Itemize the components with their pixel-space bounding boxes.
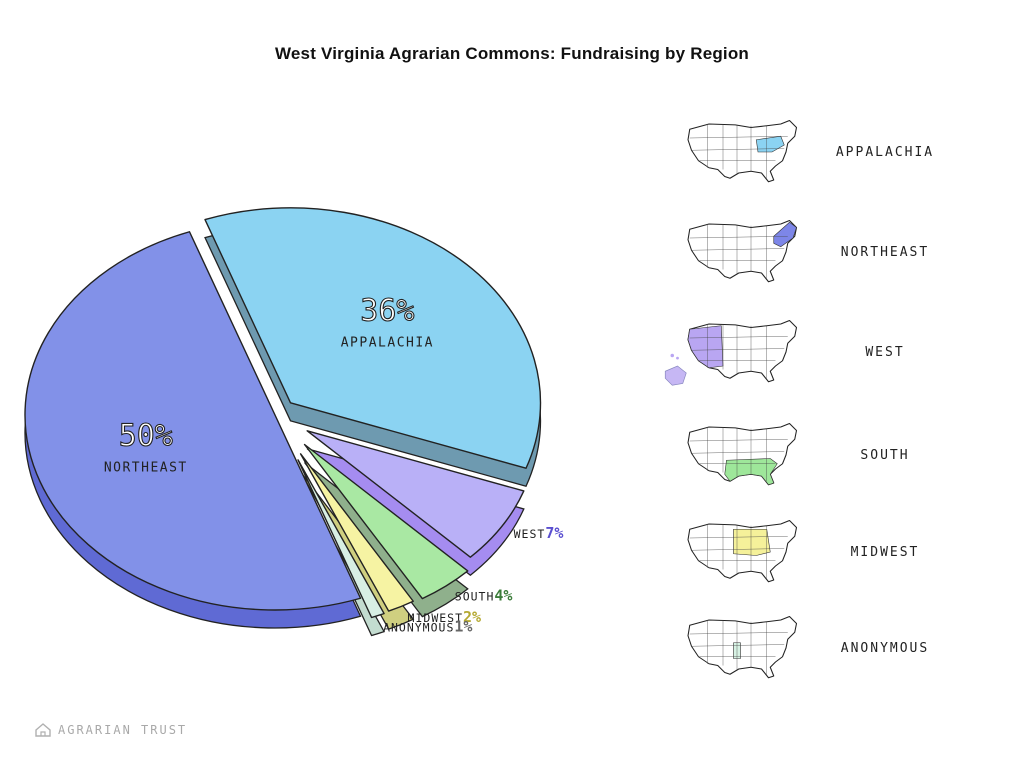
slice-top — [303, 443, 469, 600]
legend-label: ANONYMOUS — [840, 640, 930, 656]
pie-slice-appalachia — [204, 207, 542, 488]
legend-item: APPALACHIA — [660, 112, 1000, 192]
slice-top — [306, 430, 525, 558]
us-map-icon — [687, 119, 798, 183]
footer: AGRARIAN TRUST — [34, 720, 187, 740]
slice-name-label: WEST — [514, 527, 546, 541]
us-map-icon — [687, 519, 798, 583]
slice-name-label: NORTHEAST — [104, 461, 188, 476]
us-map-northeast — [660, 212, 800, 292]
slice-name-label: SOUTH — [455, 589, 495, 603]
legend-item: MIDWEST — [660, 512, 1000, 592]
slice-value-label: 2% — [463, 608, 481, 626]
legend-label: APPALACHIA — [835, 144, 935, 160]
legend-item: WEST — [660, 312, 1000, 392]
legend-item: ANONYMOUS — [660, 608, 1000, 688]
us-map-icon — [687, 219, 798, 283]
slice-name-label: MIDWEST — [408, 611, 463, 625]
legend-label: MIDWEST — [850, 544, 920, 560]
us-map-icon — [664, 319, 798, 386]
pie-slice-northeast — [24, 231, 362, 629]
footer-text: AGRARIAN TRUST — [58, 723, 188, 737]
slice-value-label: 7% — [545, 524, 563, 542]
pie-slice-midwest — [299, 453, 415, 630]
slice-top — [297, 459, 385, 619]
slice-value-label: 4% — [494, 586, 512, 604]
us-map-midwest — [660, 512, 800, 592]
legend-label: WEST — [865, 344, 905, 360]
legend-item: NORTHEAST — [660, 212, 1000, 292]
slice-top — [204, 207, 542, 469]
us-map-icon — [687, 615, 798, 679]
legend-item: SOUTH — [660, 415, 1000, 495]
us-map-icon — [687, 422, 798, 486]
us-map-south — [660, 415, 800, 495]
slice-name-label: APPALACHIA — [341, 336, 434, 351]
house-logo-icon — [35, 723, 51, 737]
us-map-appalachia — [660, 112, 800, 192]
slice-top — [24, 231, 362, 611]
legend-label: NORTHEAST — [840, 244, 930, 260]
pie-slice-west — [306, 430, 525, 577]
slice-value-label: 1% — [454, 618, 472, 636]
slice-name-label: ANONYMOUS — [383, 621, 454, 635]
chart-title: West Virginia Agrarian Commons: Fundrais… — [274, 44, 750, 63]
slice-value-label: 50% — [119, 419, 173, 454]
slice-top — [299, 453, 414, 612]
pie-slice-south — [303, 443, 469, 618]
us-map-anonymous — [660, 608, 800, 688]
legend-label: SOUTH — [860, 447, 910, 463]
us-map-west — [660, 312, 800, 392]
slice-value-label: 36% — [360, 294, 414, 329]
